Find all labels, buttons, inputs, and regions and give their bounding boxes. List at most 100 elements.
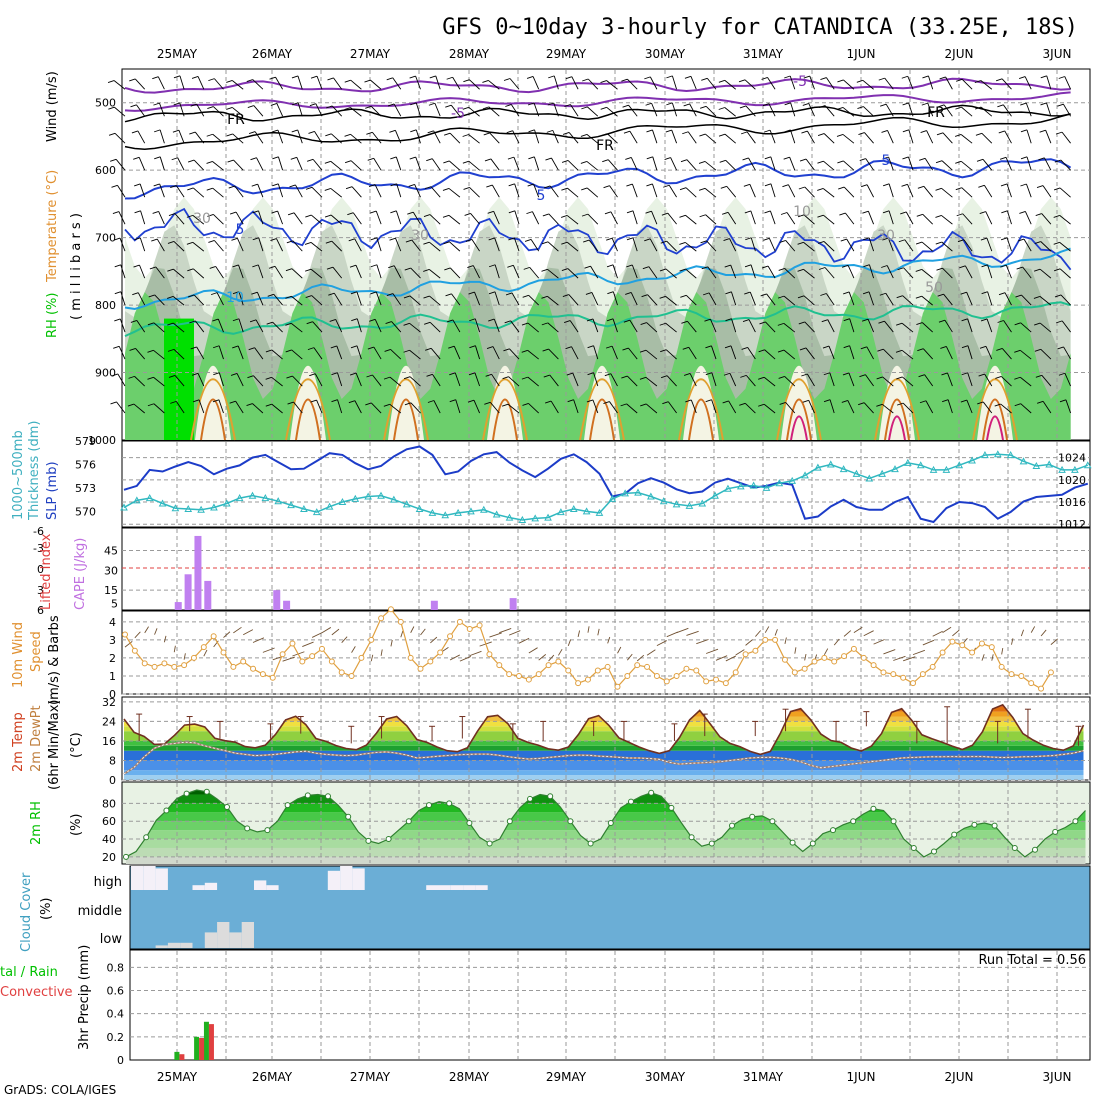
wind-barb bbox=[136, 320, 146, 333]
wind-barb bbox=[131, 130, 139, 134]
wind-barb bbox=[704, 161, 717, 171]
precip-total-bar bbox=[174, 1051, 180, 1060]
wind-barb bbox=[532, 76, 540, 90]
wind-barb bbox=[745, 105, 756, 117]
wind-barb bbox=[774, 629, 778, 636]
wind-barb bbox=[769, 210, 776, 225]
wind-barb bbox=[400, 630, 404, 638]
wind-barb bbox=[1042, 401, 1052, 414]
wind-barb bbox=[685, 242, 697, 252]
wind-barb bbox=[335, 319, 343, 333]
wind-barb bbox=[144, 626, 149, 634]
wind-barb bbox=[587, 78, 599, 90]
wind-barb bbox=[429, 295, 441, 306]
wind-barb bbox=[625, 157, 632, 160]
wind-barb bbox=[652, 129, 658, 144]
wind-barb bbox=[922, 75, 929, 79]
wind-barb bbox=[490, 158, 500, 171]
wind-barb bbox=[316, 399, 323, 414]
wind-barb bbox=[370, 210, 377, 214]
wind-barb bbox=[883, 348, 894, 360]
wind-barb bbox=[493, 211, 500, 225]
wind-barb bbox=[512, 130, 520, 144]
wind-barb bbox=[469, 79, 480, 90]
wind-barb bbox=[921, 102, 928, 106]
wind-barb bbox=[252, 210, 259, 214]
wind-barb bbox=[1040, 102, 1047, 106]
wind-barb bbox=[472, 265, 481, 279]
wind-barb bbox=[108, 132, 116, 136]
wind-barb bbox=[329, 318, 336, 322]
wind-barb bbox=[631, 264, 638, 279]
cloud-low-bar bbox=[229, 932, 242, 948]
wind-barb bbox=[543, 185, 551, 189]
wind-barb bbox=[838, 186, 845, 190]
thickness-marker bbox=[916, 461, 925, 469]
wind-barb bbox=[998, 292, 1006, 296]
wind-barb bbox=[705, 399, 712, 403]
wind-barb bbox=[356, 291, 362, 306]
wind-barb bbox=[392, 293, 402, 306]
wind-speed-marker bbox=[210, 633, 217, 640]
wind-barb bbox=[739, 402, 746, 406]
wind-barb bbox=[114, 106, 126, 117]
wind-barb bbox=[741, 346, 748, 350]
wind-barb bbox=[291, 75, 299, 79]
wind-barb bbox=[731, 318, 737, 333]
thickness-marker bbox=[145, 494, 154, 502]
wind-barb bbox=[271, 376, 283, 387]
wind-barb bbox=[725, 160, 737, 171]
wind-barb bbox=[124, 641, 133, 648]
temp-tick-label: 0 bbox=[109, 774, 116, 787]
wind-barb bbox=[981, 264, 988, 268]
wind-barb bbox=[818, 105, 826, 108]
thickness-marker bbox=[531, 514, 540, 522]
wind-barb bbox=[923, 186, 934, 198]
wind-barb bbox=[291, 268, 303, 279]
wind-barb bbox=[248, 131, 256, 134]
wind-barb bbox=[404, 402, 412, 406]
thickness-marker bbox=[120, 503, 128, 511]
wind-barb bbox=[277, 129, 284, 144]
precip-tick-label: 0.4 bbox=[107, 1008, 125, 1021]
thickness-marker bbox=[891, 465, 899, 473]
wind-barb bbox=[368, 184, 376, 187]
wind-barb bbox=[311, 187, 323, 198]
wind-barb bbox=[468, 106, 480, 117]
wind-barb bbox=[1022, 266, 1032, 279]
wind-barb bbox=[493, 318, 500, 333]
wind-barb bbox=[845, 212, 855, 225]
wind-speed-marker bbox=[811, 658, 818, 665]
label-cloud-unit: (%) bbox=[39, 898, 54, 921]
wind-barb bbox=[173, 102, 180, 106]
wind-barb bbox=[312, 159, 323, 171]
wind-speed-marker bbox=[821, 654, 828, 661]
wind-speed-marker bbox=[122, 631, 128, 638]
wind-barb bbox=[955, 160, 962, 164]
contour-label: FR bbox=[227, 112, 245, 128]
wind-barb bbox=[862, 79, 874, 90]
wind-barb bbox=[626, 264, 633, 268]
wind-barb bbox=[214, 240, 224, 252]
wind-barb bbox=[587, 213, 599, 225]
wind-barb bbox=[296, 157, 303, 171]
wind-barb bbox=[561, 159, 569, 163]
wind-barb bbox=[688, 347, 697, 360]
wind-speed-marker bbox=[555, 658, 562, 665]
cloud-high-bar bbox=[450, 885, 464, 890]
wind-barb bbox=[980, 106, 993, 117]
wind-barb bbox=[522, 403, 529, 406]
wind-barb bbox=[392, 77, 402, 90]
wind-barb bbox=[665, 296, 677, 306]
wind-barb bbox=[699, 214, 706, 218]
wind-barb bbox=[272, 156, 279, 160]
wind-barb bbox=[486, 184, 493, 188]
thickness-marker bbox=[569, 504, 578, 513]
wind-barb bbox=[862, 210, 869, 214]
wind-barb bbox=[966, 292, 973, 306]
wind-barb bbox=[365, 402, 372, 406]
wind-barb bbox=[601, 133, 608, 137]
wind-barb bbox=[449, 654, 460, 661]
rh-marker bbox=[163, 807, 170, 814]
